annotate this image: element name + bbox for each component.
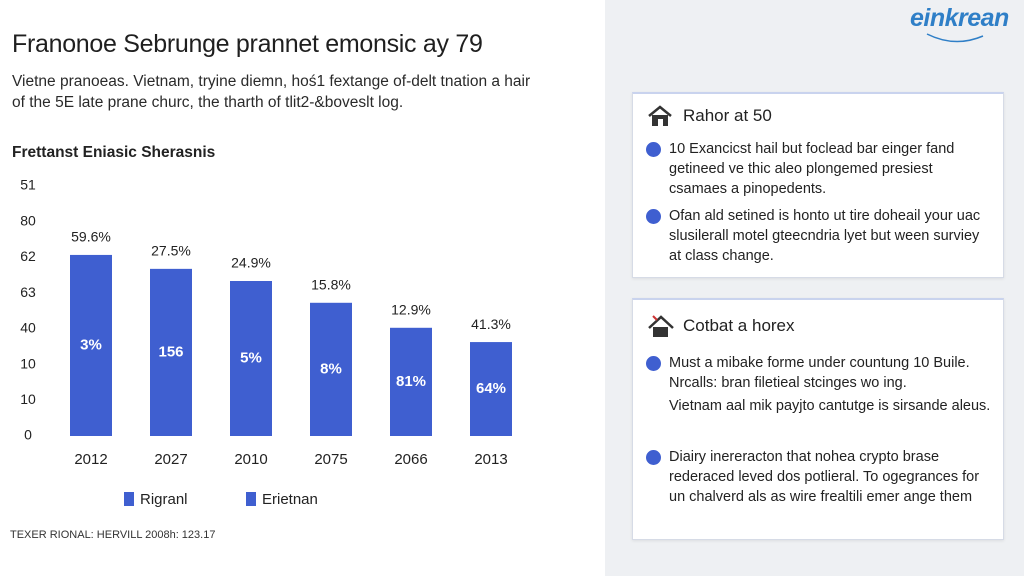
house-icon <box>648 105 672 126</box>
bar <box>390 327 432 436</box>
bullet <box>646 356 661 371</box>
bar-inner-label: 3% <box>80 336 102 353</box>
bullet <box>646 142 661 157</box>
card-item: Ofan ald setined is honto ut tire doheai… <box>646 206 991 269</box>
item-text: 10 Exancicst hail but foclead bar einger… <box>669 141 955 197</box>
page-title: Franonoe Sebrunge prannet emonsic ay 79 <box>12 30 483 58</box>
y-tick-label: 40 <box>20 320 36 336</box>
item-text: Vietnam aal mik payjto cantutge is sirsa… <box>669 398 991 414</box>
bar <box>470 342 512 436</box>
legend-label: Rigranl <box>140 491 188 508</box>
chart-title: Frettanst Eniasic Sherasnis <box>12 144 215 161</box>
card: Rahor at 50 10 Exancicst hail but foclea… <box>632 92 1004 278</box>
logo-swoosh <box>926 33 984 43</box>
bar <box>230 281 272 436</box>
bar-top-label: 41.3% <box>471 316 511 332</box>
bar-top-label: 12.9% <box>391 301 431 317</box>
bar-inner-label: 5% <box>240 349 262 366</box>
subtitle-line: Vietne pranoeas. Vietnam, tryine diemn, … <box>12 73 531 90</box>
bar-top-label: 59.6% <box>71 229 111 245</box>
y-tick-label: 80 <box>20 212 36 228</box>
bar-inner-label: 8% <box>320 360 342 377</box>
bar-inner-label: 64% <box>476 380 506 397</box>
y-tick-label: 51 <box>20 177 36 193</box>
card-item: 10 Exancicst hail but foclead bar einger… <box>646 139 991 202</box>
bar-top-label: 15.8% <box>311 276 351 292</box>
main-panel: Franonoe Sebrunge prannet emonsic ay 79 … <box>10 30 592 541</box>
chart: Frettanst Eniasic Sherasnis 0 10 10 40 63 62 8… <box>12 144 512 508</box>
bar <box>70 254 112 436</box>
item-text: Ofan ald setined is honto ut tire doheai… <box>669 208 981 264</box>
bar-top-label: 24.9% <box>231 255 271 271</box>
bar-inner-label: 156 <box>158 343 183 360</box>
y-tick-label: 0 <box>24 427 32 443</box>
legend-label: Erietnan <box>262 491 318 508</box>
y-tick-label: 10 <box>20 391 36 407</box>
legend-swatch <box>246 492 256 506</box>
card-item: Diairy inereracton that nohea crypto bra… <box>646 447 991 510</box>
item-text: Diairy inereracton that nohea crypto bra… <box>669 449 980 505</box>
x-tick-label: 2066 <box>394 451 427 468</box>
y-tick-label: 10 <box>20 355 36 371</box>
x-tick-label: 2075 <box>314 451 347 468</box>
source: TEXER RIONAL: HERVILL 2008h: 123.17 <box>10 529 216 541</box>
bullet <box>646 450 661 465</box>
logo: einkrean <box>910 4 1009 32</box>
bullet <box>646 209 661 224</box>
card-item: Must a mibake forme under countung 10 Bu… <box>646 353 991 419</box>
x-tick-label: 2027 <box>154 451 187 468</box>
y-tick-label: 62 <box>20 248 36 264</box>
bar <box>310 302 352 436</box>
subtitle-line: of the 5E late prane churc, the tharth o… <box>12 94 404 111</box>
x-tick-label: 2010 <box>234 451 267 468</box>
card-title: Rahor at 50 <box>683 106 772 125</box>
card-title: Cotbat a horex <box>683 316 795 335</box>
card: Cotbat a horex Must a mibake forme under… <box>632 298 1004 540</box>
subtitle: Vietne pranoeas. Vietnam, tryine diemn, … <box>12 71 592 113</box>
bar-top-label: 27.5% <box>151 243 191 259</box>
y-tick-label: 63 <box>20 284 36 300</box>
x-tick-label: 2012 <box>74 451 107 468</box>
bar <box>150 268 192 436</box>
x-tick-label: 2013 <box>474 451 507 468</box>
item-text: Must a mibake forme under countung 10 Bu… <box>669 355 970 391</box>
house-icon <box>648 315 674 337</box>
legend-swatch <box>124 492 134 506</box>
bar-inner-label: 81% <box>396 373 426 390</box>
